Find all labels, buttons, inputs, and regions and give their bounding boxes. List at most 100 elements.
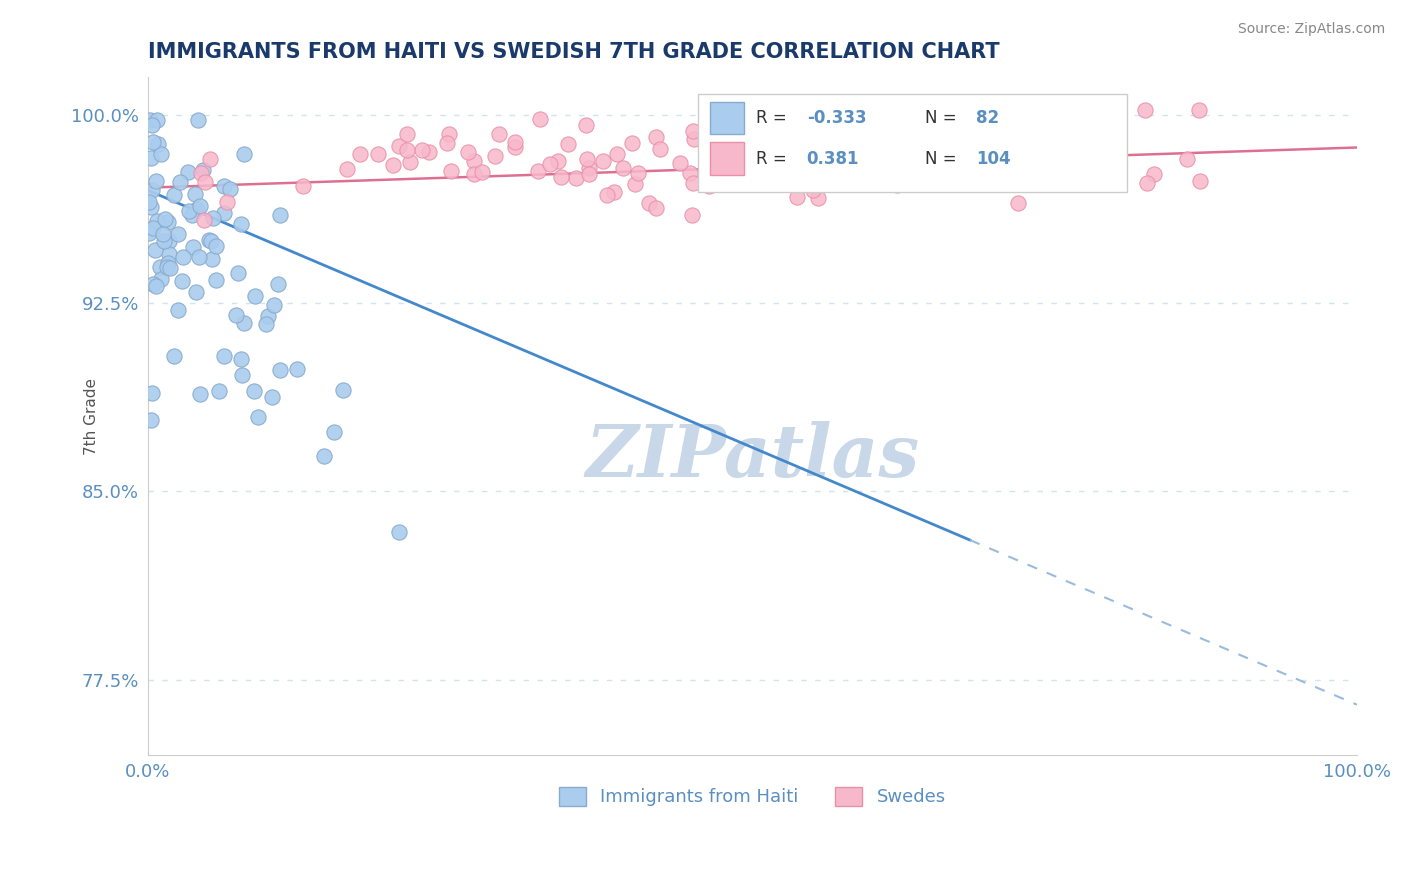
Point xyxy=(215,195,238,210)
Point xyxy=(205,238,228,252)
Point xyxy=(188,250,211,264)
Point xyxy=(1143,167,1166,181)
Point xyxy=(907,171,929,186)
Point xyxy=(1001,138,1024,153)
Point xyxy=(1064,139,1087,153)
Point xyxy=(703,161,725,175)
Point xyxy=(187,112,209,127)
Point xyxy=(842,144,865,158)
Point xyxy=(707,162,730,177)
Point xyxy=(592,153,614,168)
Point xyxy=(269,362,291,376)
Point xyxy=(157,247,180,261)
Point xyxy=(212,349,235,363)
Point xyxy=(682,176,704,190)
Point xyxy=(1133,103,1156,117)
Point xyxy=(157,234,180,248)
Point xyxy=(166,302,188,317)
Point xyxy=(142,277,165,292)
Point xyxy=(163,188,186,202)
Point xyxy=(471,165,494,179)
Text: -0.333: -0.333 xyxy=(807,109,866,127)
Point xyxy=(263,297,285,311)
Point xyxy=(868,153,890,168)
Point xyxy=(141,386,163,401)
Point xyxy=(578,161,600,175)
Point xyxy=(801,183,824,197)
Point xyxy=(418,145,440,159)
Point xyxy=(181,208,204,222)
Point xyxy=(484,149,506,163)
Point xyxy=(716,164,738,178)
Point xyxy=(141,182,163,196)
Point xyxy=(538,157,561,171)
Point xyxy=(181,240,204,254)
Point xyxy=(644,130,666,145)
Point xyxy=(152,227,174,242)
Y-axis label: 7th Grade: 7th Grade xyxy=(84,377,100,455)
Text: R =: R = xyxy=(756,109,792,127)
Point xyxy=(156,215,179,229)
Point xyxy=(638,195,661,210)
Point xyxy=(146,214,169,228)
Point xyxy=(1087,157,1109,171)
Legend: Immigrants from Haiti, Swedes: Immigrants from Haiti, Swedes xyxy=(551,780,953,814)
Point xyxy=(212,205,235,219)
Point xyxy=(697,178,720,193)
Text: N =: N = xyxy=(925,150,962,168)
Point xyxy=(925,150,948,164)
Point xyxy=(145,278,167,293)
Text: 82: 82 xyxy=(976,109,1000,127)
Text: 104: 104 xyxy=(976,150,1011,168)
Point xyxy=(817,136,839,150)
Point xyxy=(679,166,702,180)
FancyBboxPatch shape xyxy=(697,95,1128,193)
Point xyxy=(848,136,870,150)
Point xyxy=(886,145,908,159)
Point xyxy=(807,191,830,205)
Point xyxy=(887,130,910,145)
Point xyxy=(856,169,879,183)
Point xyxy=(287,362,309,376)
Point xyxy=(292,179,315,194)
Point xyxy=(1188,174,1211,188)
Point xyxy=(172,274,194,288)
Point xyxy=(606,146,628,161)
Point xyxy=(146,136,169,151)
Point xyxy=(596,188,619,202)
Point xyxy=(232,146,254,161)
Point xyxy=(149,260,172,274)
Point xyxy=(565,170,588,185)
Point xyxy=(246,409,269,424)
Point xyxy=(218,182,240,196)
Point xyxy=(849,149,872,163)
Point xyxy=(156,260,179,274)
Point xyxy=(388,525,411,540)
Point xyxy=(138,226,160,240)
Point xyxy=(243,384,266,399)
Point xyxy=(388,139,411,153)
Point xyxy=(1098,136,1121,151)
Point xyxy=(336,162,359,177)
Point xyxy=(395,143,418,157)
Point xyxy=(669,156,692,170)
Text: IMMIGRANTS FROM HAITI VS SWEDISH 7TH GRADE CORRELATION CHART: IMMIGRANTS FROM HAITI VS SWEDISH 7TH GRA… xyxy=(148,42,1000,62)
Point xyxy=(204,273,226,287)
Point xyxy=(142,221,165,235)
Point xyxy=(200,152,222,166)
Point xyxy=(141,200,163,214)
Point xyxy=(201,252,224,266)
Point xyxy=(184,285,207,299)
Point xyxy=(231,368,253,383)
Point xyxy=(886,178,908,193)
Point xyxy=(208,384,231,398)
Point xyxy=(932,161,955,175)
Point xyxy=(193,213,215,227)
Point xyxy=(190,165,212,179)
Point xyxy=(463,168,485,182)
Point xyxy=(398,155,420,169)
Point xyxy=(163,349,186,363)
Point xyxy=(153,212,176,227)
Point xyxy=(801,158,824,172)
Point xyxy=(184,187,207,202)
